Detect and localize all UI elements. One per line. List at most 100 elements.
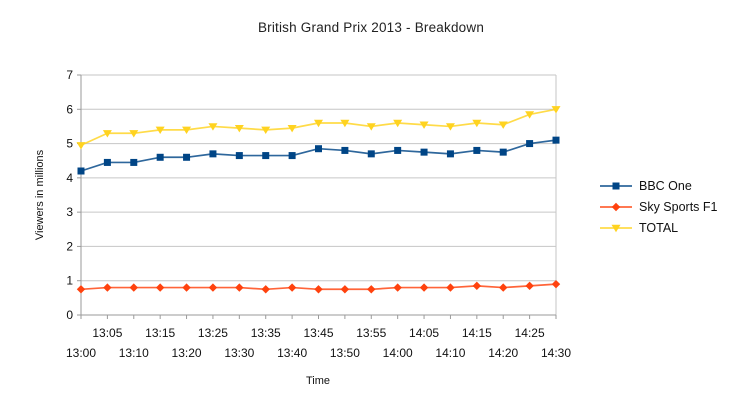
series-line-bbc-one	[80, 139, 557, 172]
data-point-marker	[262, 152, 270, 160]
data-point-marker	[182, 126, 192, 135]
data-point-marker	[499, 148, 507, 156]
data-point-marker	[103, 158, 111, 166]
data-point-marker	[394, 146, 402, 154]
legend-label: Sky Sports F1	[639, 199, 718, 214]
legend-item-sky-sports-f1: Sky Sports F1	[599, 196, 718, 217]
y-tick-label: 2	[66, 239, 73, 253]
data-point-marker	[76, 285, 86, 294]
x-tick-label: 14:10	[435, 346, 465, 360]
data-point-marker	[367, 150, 375, 158]
data-point-marker	[183, 153, 191, 161]
data-point-marker	[155, 283, 165, 292]
data-point-marker	[315, 145, 322, 153]
data-point-marker	[446, 283, 455, 292]
data-point-marker	[235, 152, 243, 160]
x-tick-label: 14:05	[409, 326, 439, 340]
data-point-marker	[261, 285, 270, 294]
data-point-marker	[129, 283, 138, 292]
data-point-marker	[393, 283, 402, 292]
y-tick-label: 5	[66, 137, 73, 151]
data-point-marker	[234, 124, 244, 133]
data-point-marker	[472, 119, 482, 128]
data-point-marker	[77, 167, 85, 175]
data-point-marker	[130, 158, 138, 166]
data-point-marker	[552, 136, 560, 144]
x-tick-label: 14:25	[515, 326, 545, 340]
data-point-marker	[287, 283, 297, 292]
x-tick-label: 14:30	[541, 346, 571, 360]
legend: BBC One Sky Sports F1 TOTAL	[599, 175, 718, 238]
x-tick-label: 13:30	[224, 346, 254, 360]
data-point-marker	[612, 182, 620, 189]
data-point-marker	[526, 140, 534, 148]
y-tick-label: 6	[66, 102, 73, 116]
chart-title: British Grand Prix 2013 - Breakdown	[257, 20, 485, 35]
data-point-marker	[611, 202, 621, 211]
data-point-marker	[420, 148, 428, 156]
data-point-marker	[208, 123, 218, 131]
data-point-marker	[367, 285, 376, 294]
x-tick-label: 13:05	[92, 326, 122, 340]
data-point-marker	[103, 283, 112, 292]
data-point-marker	[156, 153, 164, 161]
x-tick-label: 13:00	[66, 346, 96, 360]
y-tick-label: 1	[66, 274, 73, 288]
data-point-marker	[393, 119, 403, 128]
data-point-marker	[366, 123, 376, 131]
data-point-marker	[261, 126, 271, 135]
data-point-marker	[551, 106, 561, 114]
y-tick-label: 7	[66, 68, 73, 82]
x-tick-label: 14:20	[488, 346, 518, 360]
data-point-marker	[209, 150, 217, 158]
data-point-marker	[182, 283, 191, 292]
legend-item-total: TOTAL	[599, 217, 718, 238]
data-point-marker	[472, 281, 482, 291]
data-point-marker	[129, 130, 139, 138]
data-point-marker	[288, 152, 296, 160]
data-point-marker	[340, 285, 350, 294]
x-tick-label: 13:25	[198, 326, 228, 340]
series-line-total	[80, 108, 557, 147]
data-point-marker	[445, 123, 455, 131]
data-point-marker	[473, 146, 481, 154]
data-point-marker	[208, 283, 218, 292]
data-point-marker	[446, 150, 454, 158]
x-tick-label: 14:15	[462, 326, 492, 340]
data-point-marker	[235, 283, 244, 292]
y-tick-label: 4	[66, 171, 73, 185]
legend-label: BBC One	[639, 178, 692, 193]
x-tick-label: 13:15	[145, 326, 175, 340]
legend-item-bbc-one: BBC One	[599, 175, 718, 196]
legend-label: TOTAL	[639, 220, 679, 235]
square-marker-icon	[600, 182, 632, 189]
x-tick-label: 13:35	[251, 326, 281, 340]
data-point-marker	[499, 283, 508, 292]
data-point-marker	[525, 281, 534, 291]
x-axis-title: Time	[305, 375, 331, 387]
y-tick-label: 3	[66, 205, 73, 219]
data-point-marker	[525, 111, 535, 119]
data-point-marker	[314, 285, 323, 294]
data-point-marker	[419, 121, 429, 129]
x-tick-label: 14:00	[383, 346, 413, 360]
data-point-marker	[551, 279, 561, 289]
data-point-marker	[155, 126, 165, 135]
data-point-marker	[341, 146, 349, 154]
data-point-marker	[287, 124, 297, 133]
x-tick-label: 13:50	[330, 346, 360, 360]
x-tick-label: 13:55	[356, 326, 386, 340]
triangle-down-marker-icon	[600, 224, 632, 232]
x-tick-label: 13:40	[277, 346, 307, 360]
y-tick-label: 0	[66, 308, 73, 322]
data-point-marker	[419, 283, 429, 292]
x-tick-label: 13:20	[172, 346, 202, 360]
x-tick-label: 13:45	[303, 326, 333, 340]
data-point-marker	[340, 119, 350, 128]
data-point-marker	[611, 224, 621, 232]
data-point-marker	[102, 130, 112, 138]
diamond-marker-icon	[600, 202, 632, 211]
data-point-marker	[498, 121, 508, 129]
